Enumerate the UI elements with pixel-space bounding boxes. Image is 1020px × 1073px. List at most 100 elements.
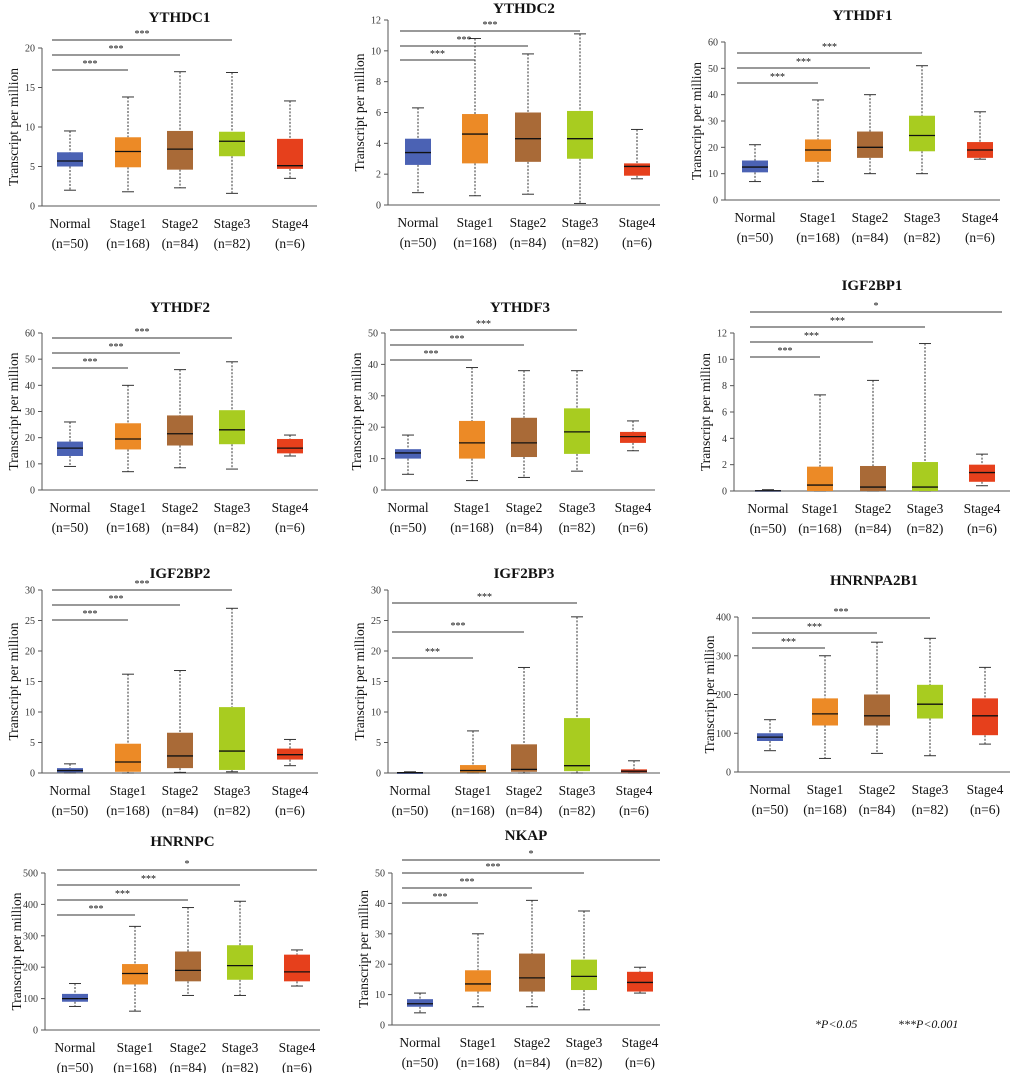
iqr-box: [115, 137, 141, 168]
iqr-box: [519, 953, 545, 992]
y-tick-label: 200: [716, 690, 731, 701]
panel-ythdf2: YTHDF2 Transcript per million 0 10 20 30 40 50 6…: [6, 300, 318, 535]
iqr-box: [564, 408, 590, 454]
y-tick-label: 200: [23, 963, 38, 974]
x-category-label: Stage3: [562, 215, 599, 230]
x-sample-size-label: (n=82): [214, 520, 251, 535]
y-tick-label: 30: [708, 117, 718, 128]
box-stage2: [167, 369, 193, 469]
x-sample-size-label: (n=50): [52, 520, 89, 535]
box-stage3: [571, 910, 597, 1011]
y-tick-label: 6: [376, 108, 381, 119]
box-stage4: [967, 111, 993, 160]
iqr-box: [864, 694, 890, 726]
chart-title: HNRNPC: [150, 834, 214, 850]
x-sample-size-label: (n=50): [52, 236, 89, 251]
x-sample-size-label: (n=84): [162, 803, 199, 818]
box-stage1: [460, 730, 486, 774]
box-normal: [62, 983, 88, 1007]
x-category-label: Stage4: [616, 783, 653, 798]
x-sample-size-label: (n=84): [170, 1060, 207, 1073]
y-tick-label: 300: [23, 931, 38, 942]
iqr-box: [395, 449, 421, 459]
x-sample-size-label: (n=6): [275, 803, 305, 818]
box-stage3: [912, 343, 938, 492]
panel-igf2bp2: IGF2BP2 Transcript per million 0 5 10 15 20 25 3…: [6, 566, 318, 818]
y-tick-label: 50: [25, 355, 35, 366]
y-axis-label: Transcript per million: [6, 68, 21, 186]
x-sample-size-label: (n=82): [214, 236, 251, 251]
x-sample-size-label: (n=168): [456, 1055, 500, 1070]
significance-label: *: [874, 301, 879, 312]
x-category-label: Stage2: [510, 215, 547, 230]
y-tick-label: 60: [25, 329, 35, 340]
iqr-box: [122, 964, 148, 985]
y-tick-label: 10: [375, 990, 385, 1001]
x-sample-size-label: (n=6): [618, 520, 648, 535]
x-category-label: Stage3: [214, 783, 251, 798]
iqr-box: [567, 110, 593, 159]
y-tick-label: 0: [373, 486, 378, 497]
x-sample-size-label: (n=84): [510, 235, 547, 250]
chart-title: YTHDF3: [490, 300, 550, 316]
panel-nkap: NKAP Transcript per million 0 10 20 30 40 50 Nor…: [356, 828, 660, 1070]
box-stage2: [515, 53, 541, 195]
box-stage4: [627, 966, 653, 994]
y-tick-label: 6: [722, 408, 727, 419]
x-sample-size-label: (n=6): [619, 803, 649, 818]
y-tick-label: 20: [25, 433, 35, 444]
box-stage1: [805, 99, 831, 183]
iqr-box: [219, 131, 245, 157]
y-tick-label: 10: [371, 46, 381, 57]
y-axis-label: Transcript per million: [352, 53, 367, 171]
x-category-label: Stage4: [622, 1035, 659, 1050]
y-tick-label: 0: [713, 196, 718, 207]
iqr-box: [465, 970, 491, 992]
panel-hnrnpa2b1: HNRNPA2B1 Transcript per million 0 100 200 30…: [702, 573, 1010, 817]
box-stage4: [972, 666, 998, 745]
y-tick-label: 30: [371, 586, 381, 597]
x-sample-size-label: (n=6): [275, 520, 305, 535]
x-sample-size-label: (n=6): [622, 235, 652, 250]
box-stage2: [864, 641, 890, 754]
chart-title: YTHDC2: [493, 1, 555, 17]
box-stage1: [462, 38, 488, 197]
box-stage3: [564, 370, 590, 472]
y-tick-label: 0: [380, 1021, 385, 1032]
x-category-label: Stage2: [859, 782, 896, 797]
y-tick-label: 10: [371, 708, 381, 719]
box-stage4: [969, 453, 995, 487]
y-tick-label: 25: [25, 616, 35, 627]
y-tick-label: 100: [23, 994, 38, 1005]
y-tick-label: 15: [371, 677, 381, 688]
box-stage1: [807, 394, 833, 492]
y-tick-label: 0: [722, 487, 727, 498]
significance-label: *: [185, 859, 190, 870]
iqr-box: [175, 951, 201, 982]
x-category-label: Stage2: [170, 1040, 207, 1055]
x-sample-size-label: (n=168): [451, 803, 495, 818]
y-tick-label: 100: [716, 729, 731, 740]
x-category-label: Stage3: [912, 782, 949, 797]
x-category-label: Normal: [389, 783, 430, 798]
x-category-label: Stage2: [162, 783, 199, 798]
x-sample-size-label: (n=82): [559, 520, 596, 535]
iqr-box: [219, 707, 245, 770]
box-stage4: [277, 100, 303, 179]
iqr-box: [857, 131, 883, 158]
box-normal: [57, 421, 83, 467]
y-tick-label: 400: [716, 613, 731, 624]
significance-label: ***: [109, 594, 124, 605]
box-stage3: [219, 71, 245, 194]
x-sample-size-label: (n=84): [855, 521, 892, 536]
x-category-label: Stage2: [506, 500, 543, 515]
x-category-label: Stage3: [904, 210, 941, 225]
y-tick-label: 0: [726, 768, 731, 779]
y-tick-label: 20: [25, 44, 35, 55]
x-category-label: Stage2: [506, 783, 543, 798]
x-sample-size-label: (n=50): [402, 1055, 439, 1070]
y-tick-label: 10: [708, 169, 718, 180]
chart-title: IGF2BP3: [494, 566, 555, 582]
x-category-label: Stage2: [514, 1035, 551, 1050]
x-category-label: Stage2: [852, 210, 889, 225]
